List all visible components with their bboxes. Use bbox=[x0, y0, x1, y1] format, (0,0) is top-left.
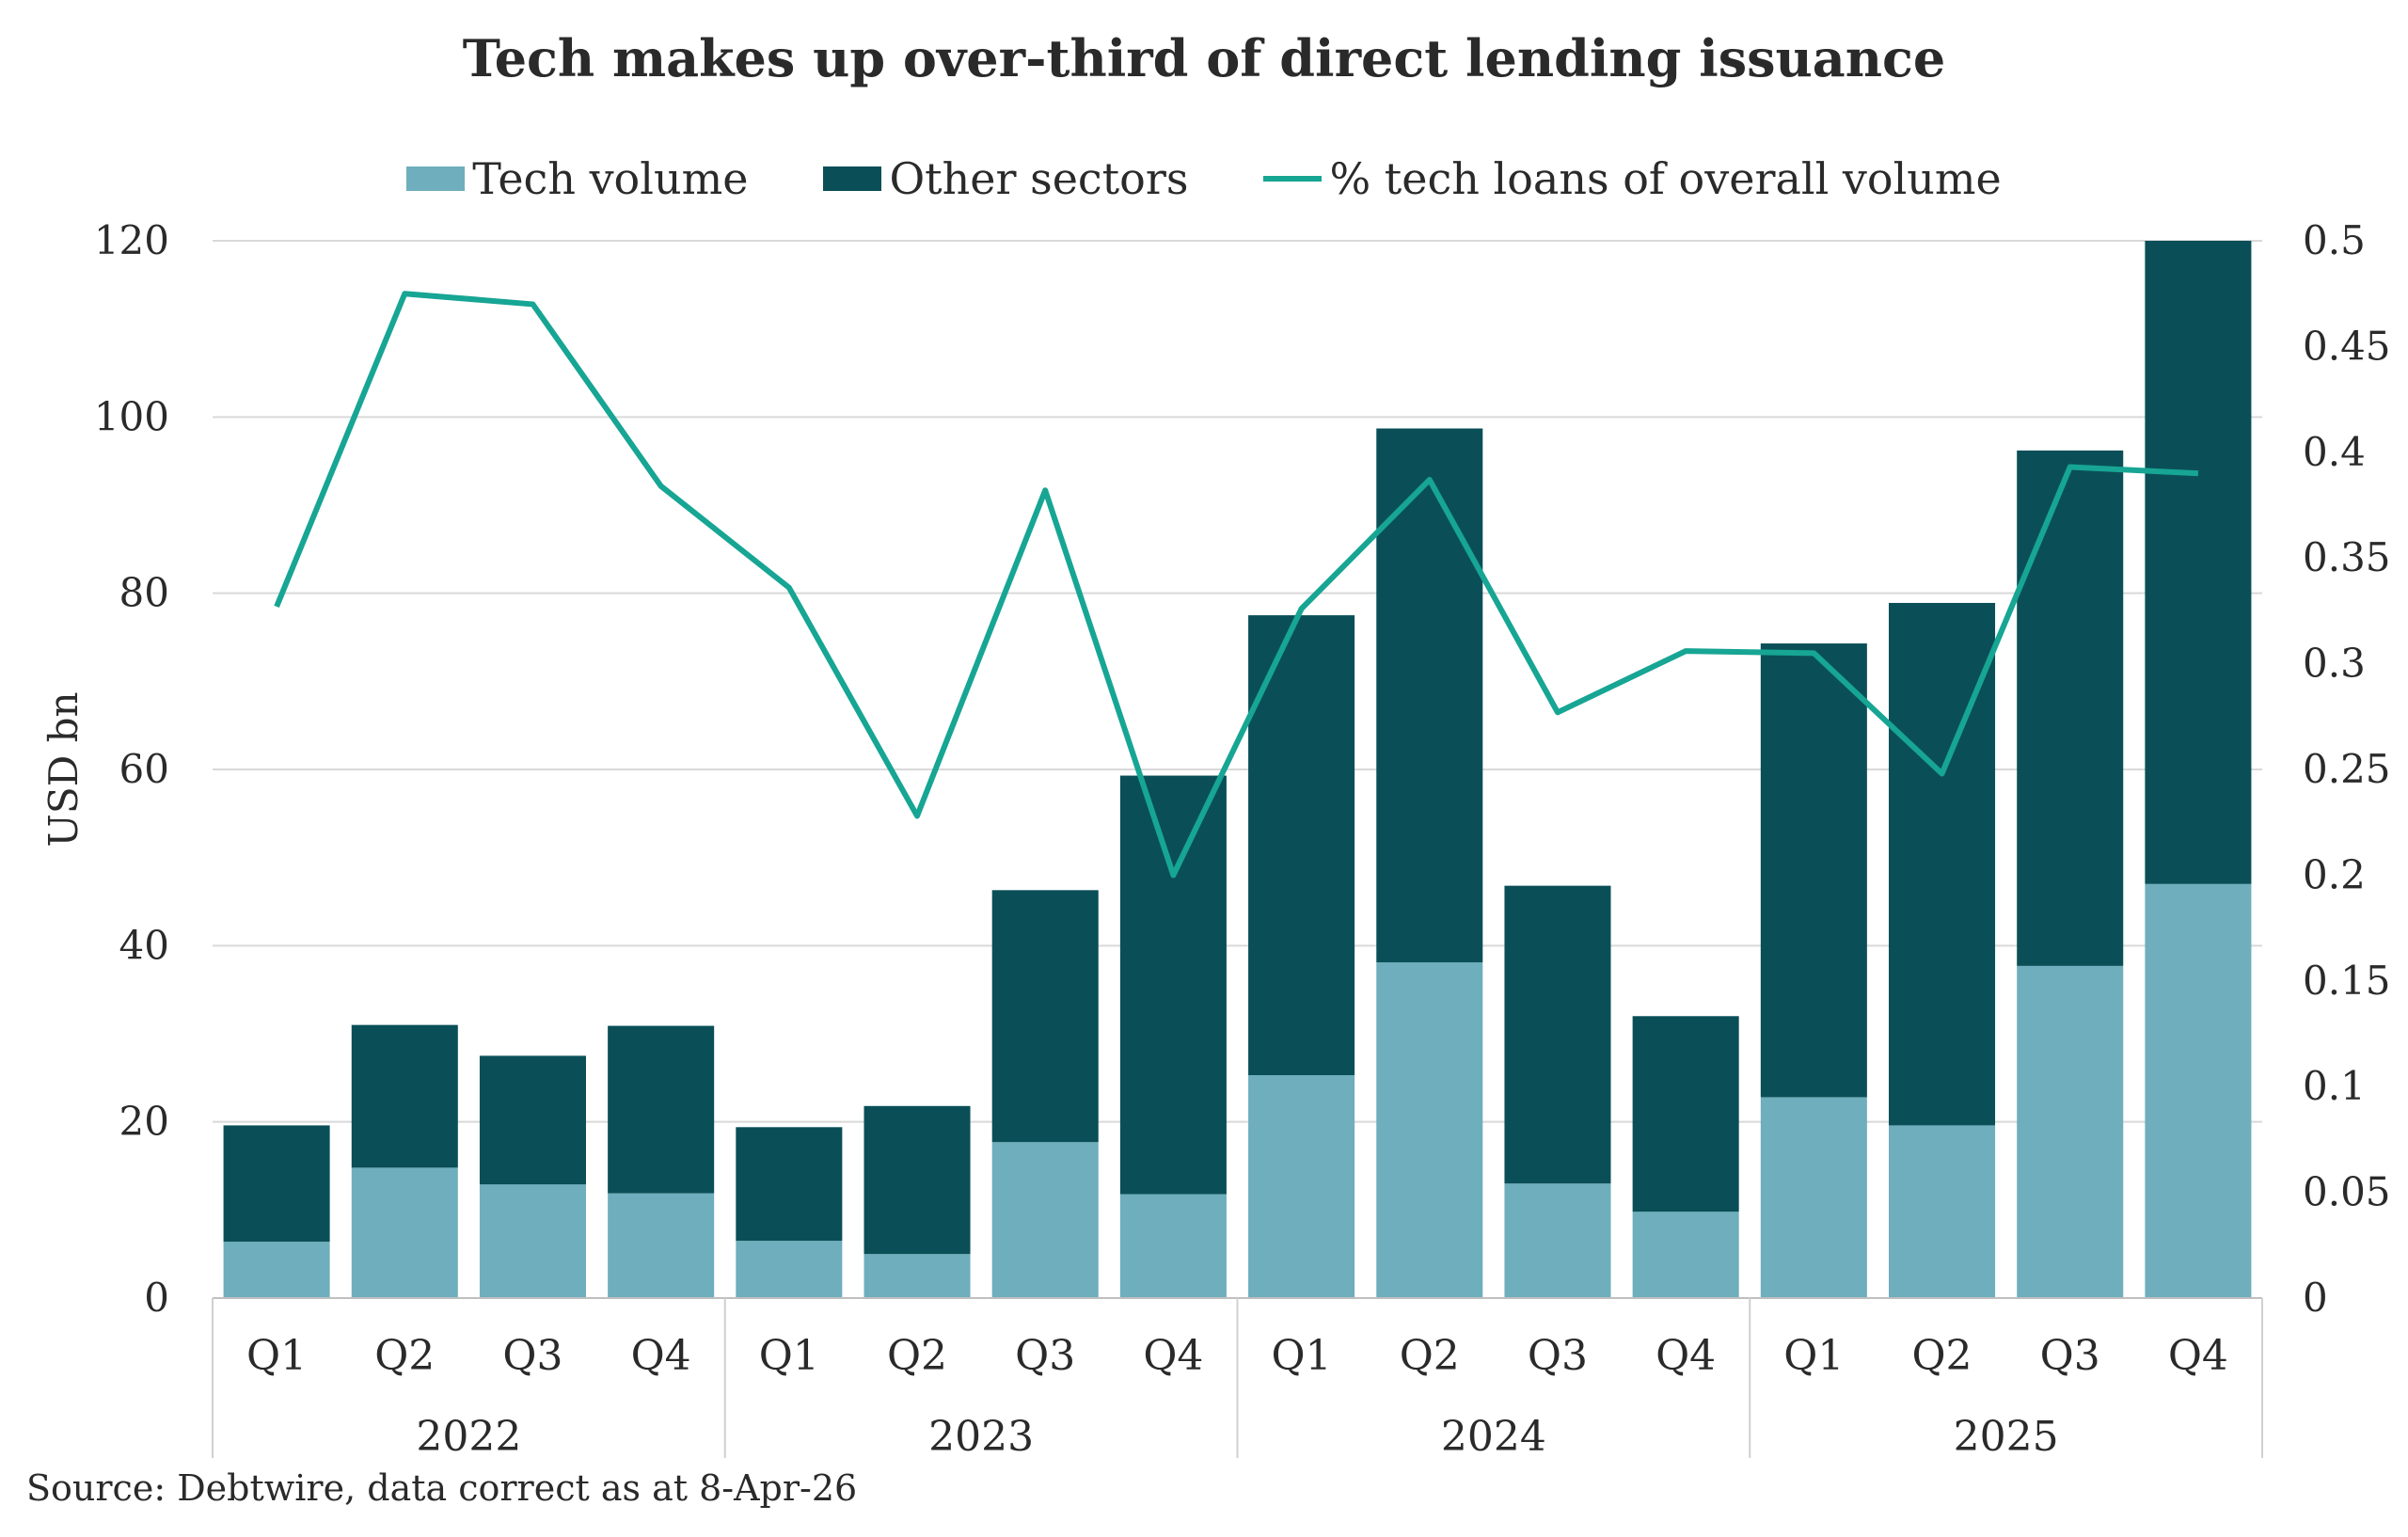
x-tick-label: Q3 bbox=[2040, 1332, 2100, 1380]
legend: Tech volume Other sectors % tech loans o… bbox=[0, 151, 2408, 207]
y2-tick-label: 0.1 bbox=[2303, 1063, 2366, 1109]
y2-tick-label: 0.4 bbox=[2303, 429, 2366, 475]
x-tick-label: Q1 bbox=[1783, 1332, 1844, 1380]
x-group-label: 2022 bbox=[416, 1413, 521, 1461]
bar-other-sectors bbox=[351, 1024, 458, 1168]
bar-tech-volume bbox=[1504, 1183, 1611, 1298]
bar-other-sectors bbox=[1760, 643, 1867, 1098]
x-tick-label: Q2 bbox=[374, 1332, 435, 1380]
bar-tech-volume bbox=[1119, 1194, 1227, 1298]
bar-other-sectors bbox=[1632, 1016, 1739, 1212]
x-tick-label: Q4 bbox=[1656, 1332, 1716, 1380]
y2-tick-label: 0 bbox=[2303, 1275, 2328, 1321]
bar-tech-volume bbox=[1376, 962, 1483, 1298]
bar-tech-volume bbox=[351, 1167, 458, 1298]
legend-item-other-sectors: Other sectors bbox=[823, 153, 1188, 204]
y2-tick-label: 0.15 bbox=[2303, 958, 2391, 1004]
x-group-label: 2025 bbox=[1954, 1413, 2059, 1461]
x-tick-label: Q3 bbox=[502, 1332, 562, 1380]
y-tick-label: 60 bbox=[119, 746, 169, 792]
bar-tech-volume bbox=[736, 1241, 843, 1298]
legend-item-tech-share: % tech loans of overall volume bbox=[1263, 153, 2002, 204]
bar-other-sectors bbox=[479, 1055, 586, 1185]
legend-label-other-sectors: Other sectors bbox=[889, 153, 1189, 204]
x-tick-label: Q2 bbox=[1911, 1332, 1972, 1380]
x-tick-label: Q4 bbox=[2168, 1332, 2228, 1380]
bar-other-sectors bbox=[1504, 885, 1611, 1184]
y-tick-label: 120 bbox=[94, 217, 169, 263]
bar-tech-volume bbox=[1632, 1212, 1739, 1298]
bar-tech-volume bbox=[479, 1184, 586, 1298]
y-axis-label: USD bn bbox=[40, 691, 87, 847]
y2-tick-label: 0.25 bbox=[2303, 746, 2391, 792]
legend-swatch-other-sectors bbox=[823, 166, 882, 191]
bar-other-sectors bbox=[991, 890, 1099, 1143]
x-tick-label: Q2 bbox=[887, 1332, 947, 1380]
bar-other-sectors bbox=[2145, 241, 2252, 884]
bar-tech-volume bbox=[1889, 1125, 1996, 1298]
y2-tick-label: 0.35 bbox=[2303, 534, 2391, 580]
x-tick-label: Q1 bbox=[246, 1332, 307, 1380]
bar-other-sectors bbox=[608, 1025, 715, 1194]
legend-swatch-tech-share bbox=[1263, 176, 1323, 182]
x-tick-label: Q1 bbox=[1272, 1332, 1332, 1380]
y-tick-label: 0 bbox=[144, 1275, 169, 1321]
line-tech-share bbox=[274, 291, 2199, 879]
y2-tick-label: 0.45 bbox=[2303, 323, 2391, 369]
bar-tech-volume bbox=[1248, 1075, 1355, 1298]
legend-label-tech-volume: Tech volume bbox=[472, 153, 749, 204]
bar-tech-volume bbox=[1760, 1097, 1867, 1298]
x-tick-label: Q4 bbox=[1143, 1332, 1203, 1380]
x-tick-label: Q3 bbox=[1528, 1332, 1588, 1380]
source-note: Source: Debtwire, data correct as at 8-A… bbox=[26, 1467, 858, 1509]
x-tick-label: Q1 bbox=[759, 1332, 819, 1380]
bar-other-sectors bbox=[1119, 775, 1227, 1195]
y2-tick-label: 0.2 bbox=[2303, 851, 2366, 897]
bar-other-sectors bbox=[1376, 428, 1483, 963]
y2-tick-label: 0.05 bbox=[2303, 1169, 2391, 1215]
bar-tech-volume bbox=[608, 1193, 715, 1298]
legend-item-tech-volume: Tech volume bbox=[406, 153, 748, 204]
y-tick-label: 80 bbox=[119, 570, 169, 616]
bar-tech-volume bbox=[991, 1142, 1099, 1298]
bar-other-sectors bbox=[1248, 615, 1355, 1076]
y-tick-label: 40 bbox=[119, 922, 169, 968]
chart-title: Tech makes up over-third of direct lendi… bbox=[462, 28, 1946, 88]
bar-tech-volume bbox=[2145, 883, 2252, 1298]
bar-other-sectors bbox=[736, 1127, 843, 1242]
legend-label-tech-share: % tech loans of overall volume bbox=[1329, 153, 2002, 204]
bar-tech-volume bbox=[223, 1242, 330, 1298]
y2-tick-label: 0.5 bbox=[2303, 217, 2366, 263]
bar-other-sectors bbox=[863, 1105, 971, 1255]
x-tick-label: Q4 bbox=[631, 1332, 691, 1380]
x-tick-label: Q2 bbox=[1400, 1332, 1460, 1380]
legend-swatch-tech-volume bbox=[406, 166, 466, 191]
y-tick-label: 20 bbox=[119, 1099, 169, 1145]
x-group-label: 2024 bbox=[1441, 1413, 1546, 1461]
bar-tech-volume bbox=[863, 1254, 971, 1298]
x-tick-label: Q3 bbox=[1015, 1332, 1075, 1380]
bar-other-sectors bbox=[2017, 450, 2124, 966]
x-group-label: 2023 bbox=[928, 1413, 1034, 1461]
bar-tech-volume bbox=[2017, 965, 2124, 1298]
y-tick-label: 100 bbox=[94, 393, 169, 439]
bar-other-sectors bbox=[223, 1125, 330, 1243]
y2-tick-label: 0.3 bbox=[2303, 641, 2366, 687]
